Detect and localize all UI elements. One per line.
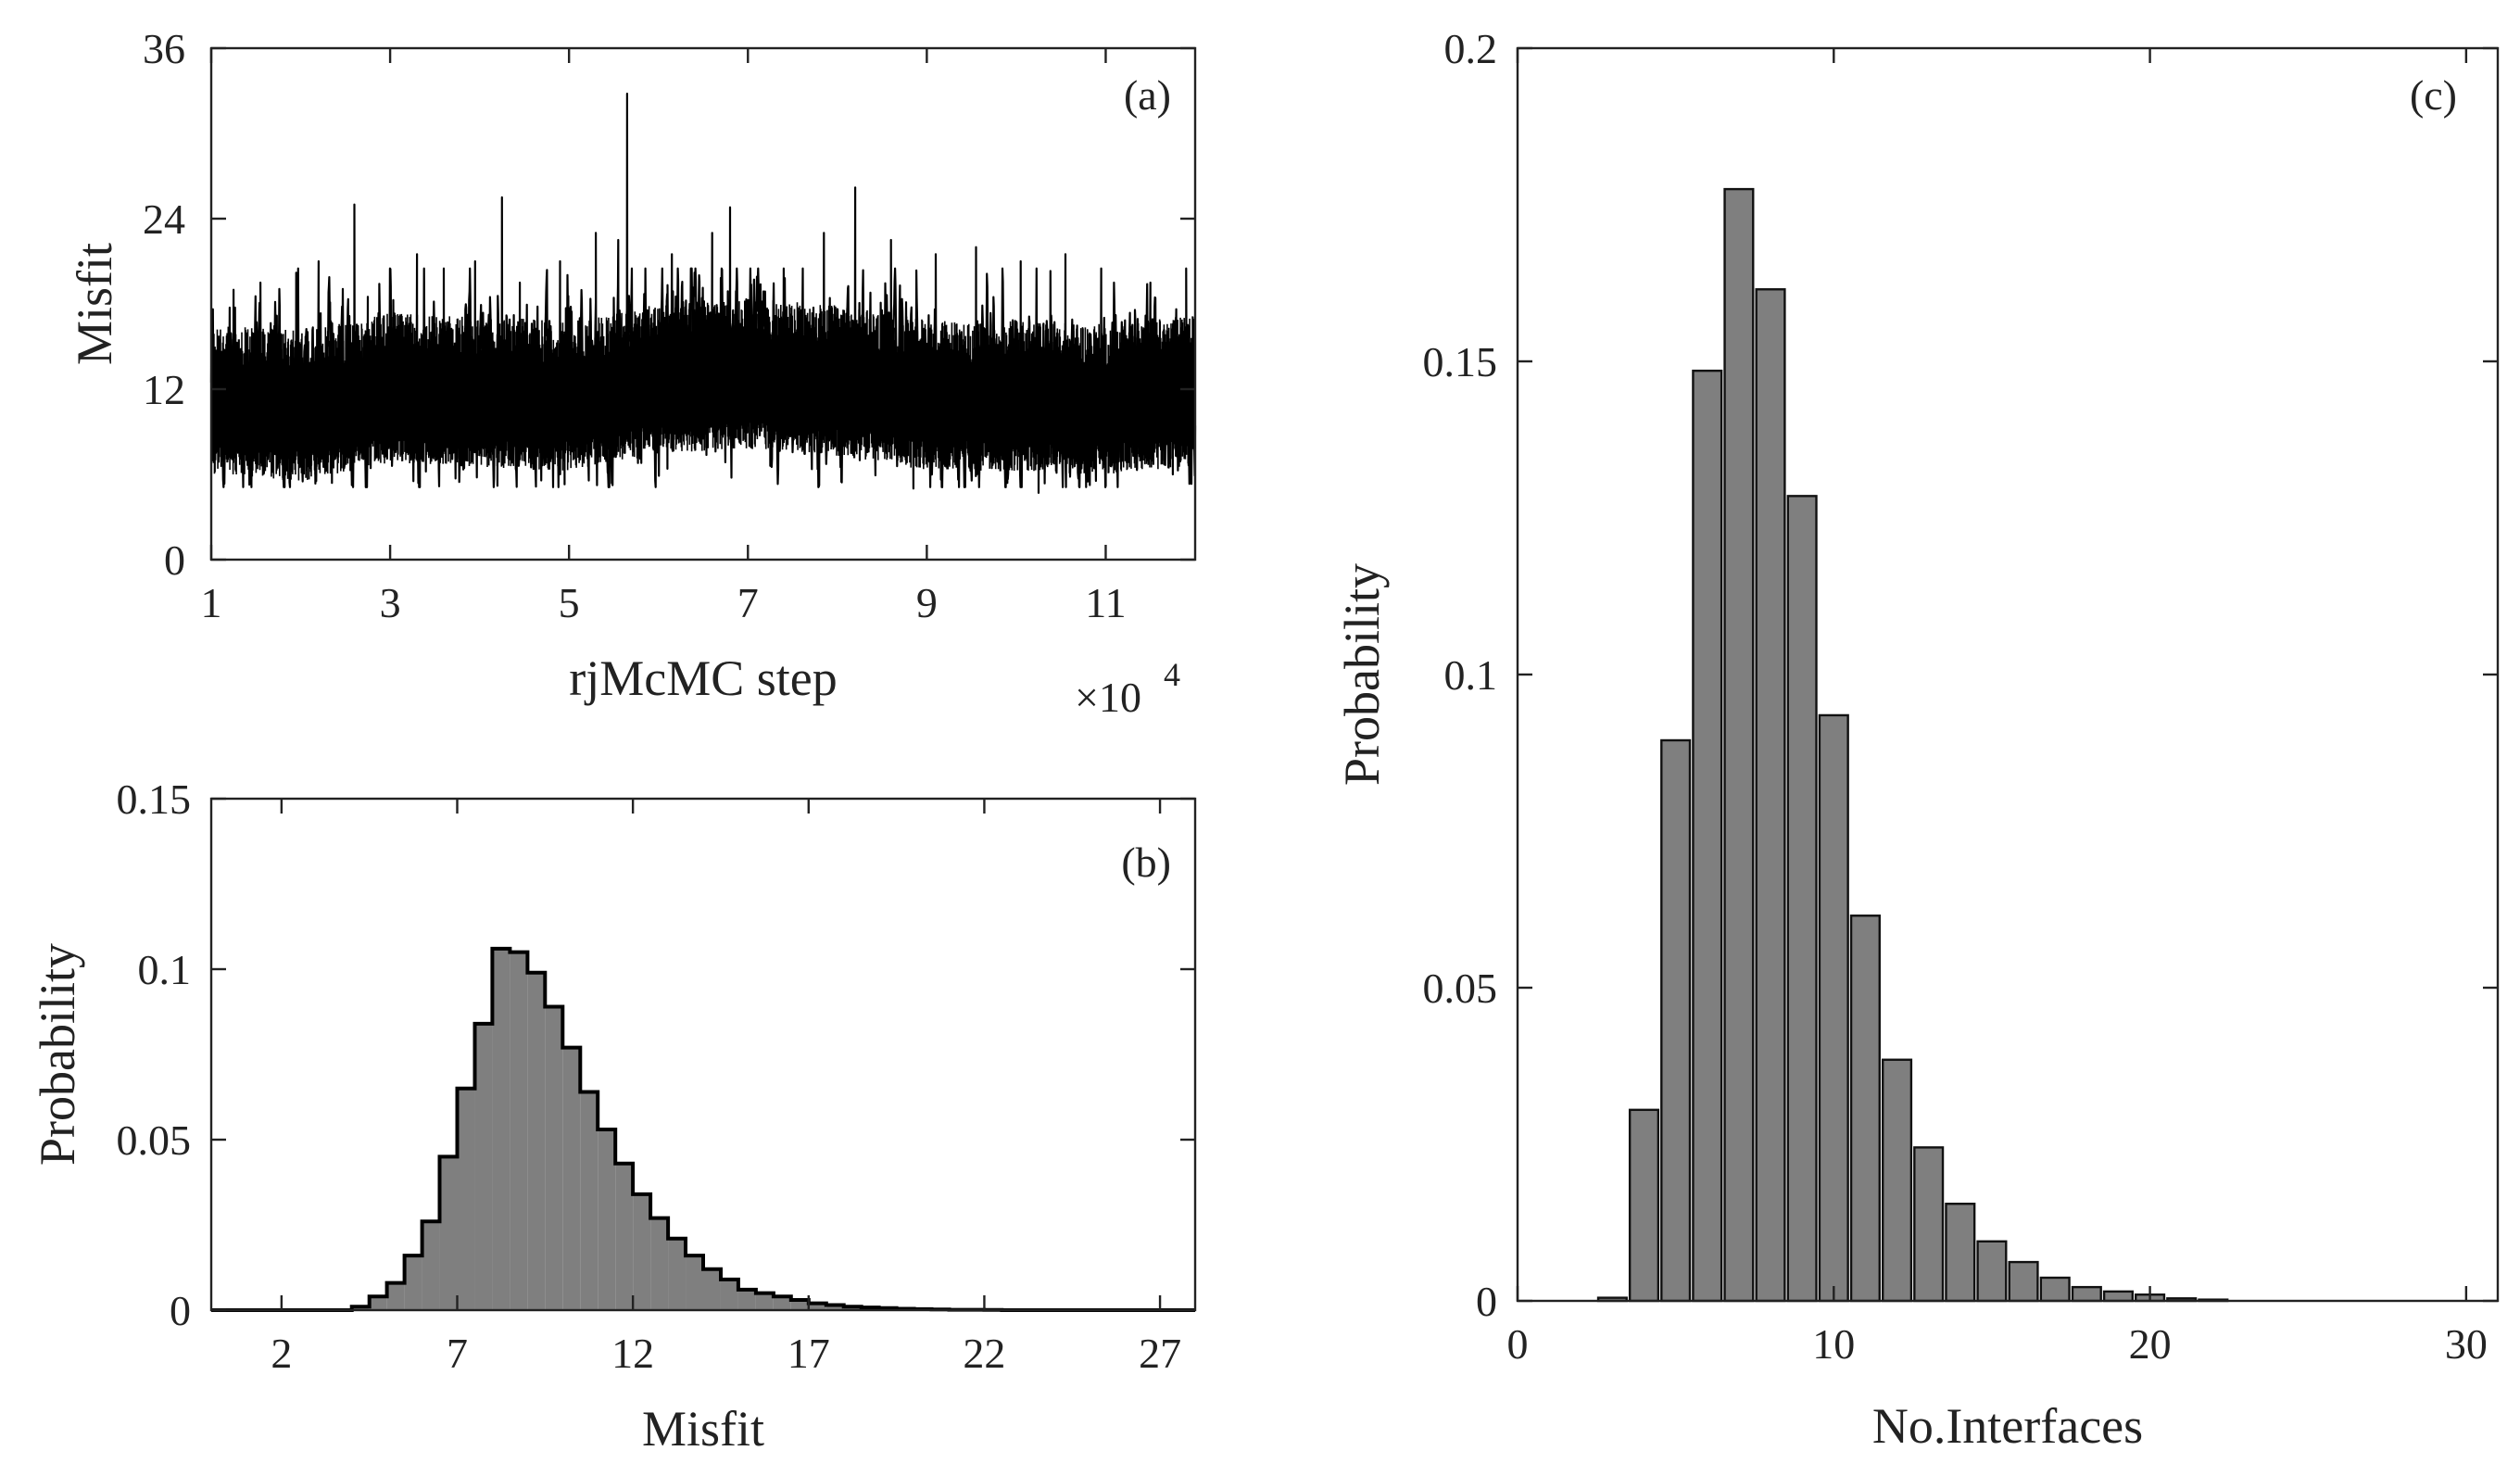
interfaces-histogram-bar [1755, 288, 1786, 1303]
interfaces-histogram-bar [1881, 1058, 1913, 1303]
interfaces-histogram-bar [1818, 713, 1849, 1303]
panel-a-tag: (a) [1124, 71, 1171, 119]
misfit-histogram-bin [686, 1255, 703, 1310]
misfit-histogram-bin [650, 1217, 669, 1310]
panel-c-ylabel: Probability [1334, 563, 1390, 786]
panel-a-ticks: 1 3 5 7 9 11 0 12 24 36 [143, 25, 1195, 626]
panel-b-xtick-label: 17 [788, 1330, 830, 1377]
panel-c-ticks: 0 10 20 30 0 0.05 0.1 0.15 0.2 [1423, 25, 2498, 1368]
misfit-histogram-bin [404, 1255, 422, 1310]
misfit-histogram-bin [825, 1305, 844, 1310]
panel-c-xlabel: No.Interfaces [1872, 1398, 2143, 1454]
panel-b-xlabel: Misfit [642, 1401, 764, 1457]
panel-b-frame [209, 797, 1197, 1312]
misfit-histogram-bin [422, 1221, 440, 1310]
panel-c-ytick-label: 0.2 [1444, 25, 1498, 72]
panel-b-ylabel: Probability [30, 943, 85, 1166]
panel-c-xtick-label: 10 [1812, 1320, 1855, 1368]
panel-c-ytick-label: 0.15 [1423, 338, 1498, 385]
misfit-histogram-bin [668, 1238, 687, 1310]
panel-a-xtick-label: 5 [559, 579, 580, 626]
panel-c-ytick-label: 0.1 [1444, 651, 1498, 699]
interfaces-histogram-bar [1628, 1108, 1660, 1303]
panel-a-ytick-label: 36 [143, 25, 185, 72]
interfaces-histogram-bar [1945, 1203, 1976, 1303]
interfaces-histogram-bar [1692, 369, 1723, 1303]
panel-c-xtick-label: 0 [1507, 1320, 1529, 1368]
misfit-histogram-bin [457, 1088, 475, 1310]
panel-b-xtick-label: 27 [1139, 1330, 1181, 1377]
panel-c-interfaces-histogram: 0 10 20 30 0 0.05 0.1 0.15 0.2 (c) No.Interfaces… [1334, 25, 2500, 1454]
panel-b-xtick-label: 22 [963, 1330, 1005, 1377]
panel-c-tag: (c) [2410, 71, 2457, 119]
panel-a-ytick-label: 0 [164, 536, 185, 584]
panel-c-ytick-label: 0 [1476, 1278, 1497, 1325]
misfit-histogram-bin [633, 1193, 651, 1310]
misfit-histogram-bin [439, 1156, 458, 1310]
panel-a-x-scale-factor: ×10 [1075, 674, 1141, 721]
panel-a-xlabel: rjMcMC step [569, 650, 838, 706]
misfit-histogram-bin [545, 1006, 563, 1310]
panel-a-xtick-label: 1 [201, 579, 222, 626]
panel-c-xtick-label: 20 [2129, 1320, 2172, 1368]
interfaces-histogram-bar [2008, 1260, 2039, 1303]
interfaces-histogram-bar [1786, 495, 1818, 1303]
panel-b-xtick-label: 12 [611, 1330, 654, 1377]
interfaces-histogram-bar [1976, 1240, 2008, 1303]
panel-a-xtick-label: 3 [380, 579, 401, 626]
misfit-histogram-bin [790, 1299, 809, 1310]
panel-b-xtick-label: 7 [447, 1330, 468, 1377]
panel-b-ytick-label: 0.15 [117, 776, 192, 823]
misfit-histogram-bin [808, 1303, 826, 1310]
misfit-histogram-outline [211, 946, 1195, 1312]
panel-a-frame [209, 46, 1197, 561]
misfit-histogram-bin [720, 1279, 738, 1310]
panel-b-ytick-label: 0.1 [138, 946, 192, 993]
panel-a-misfit-trace: 1 3 5 7 9 11 0 12 24 36 (a) rjMcMC step Misfit ×1… [67, 25, 1197, 721]
panel-a-ylabel: Misfit [67, 243, 122, 365]
panel-a-x-scale-exponent: 4 [1164, 656, 1180, 693]
panel-a-ytick-label: 24 [143, 196, 185, 243]
misfit-histogram-bin [562, 1047, 581, 1310]
panel-b-xtick-label: 2 [271, 1330, 292, 1377]
misfit-histogram-bin [615, 1163, 634, 1310]
interfaces-histogram-bar [1849, 915, 1881, 1303]
interfaces-histogram-bar [1723, 187, 1755, 1303]
misfit-histogram-bin [474, 1023, 493, 1310]
panel-b-ytick-label: 0.05 [117, 1116, 192, 1164]
misfit-histogram-bin [492, 948, 510, 1310]
panel-a-xtick-label: 9 [916, 579, 938, 626]
interfaces-histogram-bar [1913, 1146, 1945, 1303]
misfit-histogram-plot [211, 946, 1195, 1312]
misfit-histogram-bin [369, 1296, 387, 1310]
panel-b-tag: (b) [1121, 839, 1171, 886]
panel-a-ytick-label: 12 [143, 366, 185, 413]
panel-a-xtick-label: 11 [1085, 579, 1126, 626]
misfit-histogram-bin [737, 1289, 756, 1310]
interfaces-histogram-bar [1660, 738, 1692, 1303]
interfaces-histogram-bar [2071, 1285, 2102, 1303]
panel-c-xtick-label: 30 [2445, 1320, 2488, 1368]
misfit-histogram-bin [386, 1282, 405, 1310]
misfit-histogram-bin [527, 972, 546, 1310]
misfit-histogram-bin [755, 1293, 774, 1310]
misfit-histogram-bin [703, 1268, 721, 1310]
panel-c-ytick-label: 0.05 [1423, 965, 1498, 1012]
misfit-histogram-bin [773, 1296, 791, 1310]
misfit-histogram-bin [598, 1129, 616, 1310]
misfit-histogram-bin [510, 952, 528, 1310]
panel-b-ytick-label: 0 [170, 1287, 191, 1334]
misfit-histogram-bin [580, 1091, 598, 1310]
panel-a-xtick-label: 7 [737, 579, 759, 626]
misfit-trace-plot [209, 93, 1197, 494]
interfaces-histogram-bar [2102, 1290, 2135, 1303]
interfaces-histogram-plot [1596, 187, 2229, 1303]
interfaces-histogram-bar [2039, 1276, 2071, 1303]
